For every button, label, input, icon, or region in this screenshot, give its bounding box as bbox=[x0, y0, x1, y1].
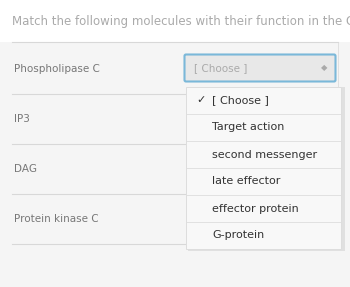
Text: [ Choose ]: [ Choose ] bbox=[212, 96, 269, 106]
Text: [ Choose ]: [ Choose ] bbox=[194, 63, 247, 73]
Text: DAG: DAG bbox=[14, 164, 37, 174]
Text: late effector: late effector bbox=[212, 177, 280, 187]
Bar bbox=[186, 87, 341, 249]
Text: Protein kinase C: Protein kinase C bbox=[14, 214, 99, 224]
Text: G-protein: G-protein bbox=[212, 230, 264, 241]
Text: Target action: Target action bbox=[212, 123, 284, 133]
Text: effector protein: effector protein bbox=[212, 203, 299, 214]
Text: Phospholipase C: Phospholipase C bbox=[14, 64, 100, 74]
Text: ✓: ✓ bbox=[196, 96, 205, 106]
Text: second messenger: second messenger bbox=[212, 150, 317, 160]
Text: IP3: IP3 bbox=[14, 114, 30, 124]
Bar bbox=[188, 87, 345, 251]
Text: Match the following molecules with their function in the Gq pathway.: Match the following molecules with their… bbox=[12, 15, 350, 28]
Bar bbox=[0, 42, 350, 287]
Text: ◆: ◆ bbox=[321, 63, 327, 73]
FancyBboxPatch shape bbox=[184, 55, 336, 82]
